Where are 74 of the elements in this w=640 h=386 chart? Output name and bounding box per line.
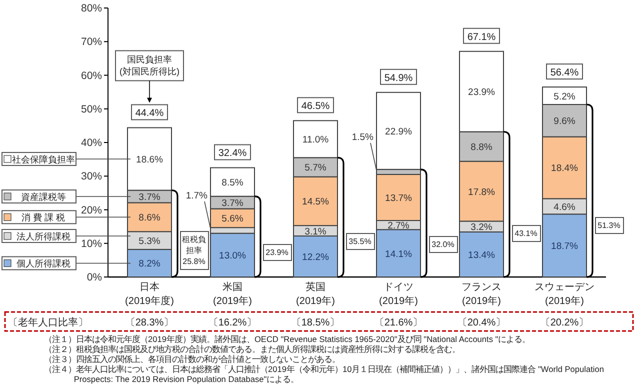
data-label: 11.0% [302,134,330,146]
data-label: 17.8% [468,186,496,198]
data-label: 8.6% [138,212,161,224]
data-label: 13.4% [468,250,496,261]
data-label: 8.2% [138,258,161,270]
text: 〔16.2%〕 [208,316,257,328]
data-label: 18.7% [551,241,579,252]
total-label: 56.4% [550,68,579,79]
data-label: 22.9% [385,126,413,138]
data-label: 18.6% [136,154,164,166]
data-label: 1.7% [186,190,208,202]
annotation: 51.3% [594,216,624,234]
data-label: 13.0% [219,250,247,262]
text: （注１）日本は令和元年度（2019年度）実績。諸外国は、OECD "Revenue Statistics 1965-2020"及び同 "National Accounts "による。 [44,334,532,344]
legend-label: 社会保障負担率 [12,154,75,164]
data-label: 9.6% [554,116,576,128]
total-label: 44.4% [135,108,164,120]
data-label: 1.5% [352,132,374,143]
x-tick-label: フランス (2019年) [462,282,502,307]
data-label: 8.8% [470,142,493,154]
y-tick-label: 10% [80,238,102,250]
legend-label: 法人所得課税 [16,231,70,242]
y-tick-label: 30% [80,170,102,183]
annotation: 43.1% [512,224,540,242]
y-tick-label: 50% [80,103,102,116]
data-label: 13.7% [385,192,413,204]
text: 〔21.6%〕 [374,316,423,328]
data-label: 8.5% [222,178,244,189]
legend-label: 消 費 課 税 [22,212,66,223]
text: 〔18.5%〕 [291,316,340,328]
annotation: 35.5% [346,232,374,250]
data-label: 4.6% [554,202,576,213]
text: 〔20.4%〕 [457,316,506,328]
annotation: 租税負担率25.8% [180,231,208,270]
data-label: 3.7% [222,198,244,210]
data-label: 14.1% [385,248,413,260]
y-tick-label: 70% [80,36,102,48]
annotation: 23.9% [262,244,292,262]
legend-label: 資産課税等 [21,192,66,202]
x-tick-label: 日本 (2019年度) [125,281,174,307]
text: 〔老年人口比率〕 [8,316,88,328]
annotation: 国民負担率 (対国民所得比) [120,54,180,77]
data-label: 12.2% [302,252,330,263]
data-label: 14.5% [302,196,330,208]
text: 〔20.2%〕 [540,316,589,328]
data-label: 3.2% [470,222,493,234]
text: （注３）四捨五入の関係上、各項目の計数の和が合計値と一致しないことがある。 [44,354,341,364]
data-label: 3.1% [304,226,327,238]
data-label: 5.6% [222,214,244,225]
data-label: 5.7% [304,162,327,174]
y-tick-label: 0% [86,272,102,284]
data-label: 2.7% [388,220,410,232]
x-tick-label: 英国 (2019年) [296,281,335,307]
y-tick-label: 80% [80,2,102,14]
total-label: 46.5% [301,101,330,112]
total-label: 54.9% [384,72,413,84]
data-label: 3.7% [138,192,161,203]
text: （注４）老年人口比率については、日本は総務省「人口推計（2019年（令和元年）10月１日現在（補間補正値））」、諸外国は国際連合 "World Population Prospects: The 2019 Revision Population Database"による。 [44,364,605,384]
legend-label: 個人所得課税 [16,258,70,269]
total-label: 32.4% [218,148,247,160]
total-label: 67.1% [467,32,496,43]
y-tick-label: 60% [80,70,102,82]
x-tick-label: スウェーデン (2019年) [534,282,594,307]
x-tick-label: 米国 (2019年) [213,281,252,307]
annotation: 32.0% [428,236,458,254]
text: （注２）租税負担率は国税及び地方税の合計の数値である。また個人所得課税には資産性所得に対する課税を含む。 [44,344,461,354]
data-label: 5.3% [138,236,161,248]
data-label: 23.9% [468,87,496,98]
text: 〔28.3%〕 [125,316,174,328]
x-tick-label: ドイツ (2019年) [379,282,418,307]
data-label: 18.4% [551,163,579,174]
y-tick-label: 20% [80,204,102,216]
data-label: 5.2% [554,91,576,102]
y-tick-label: 40% [80,137,102,149]
